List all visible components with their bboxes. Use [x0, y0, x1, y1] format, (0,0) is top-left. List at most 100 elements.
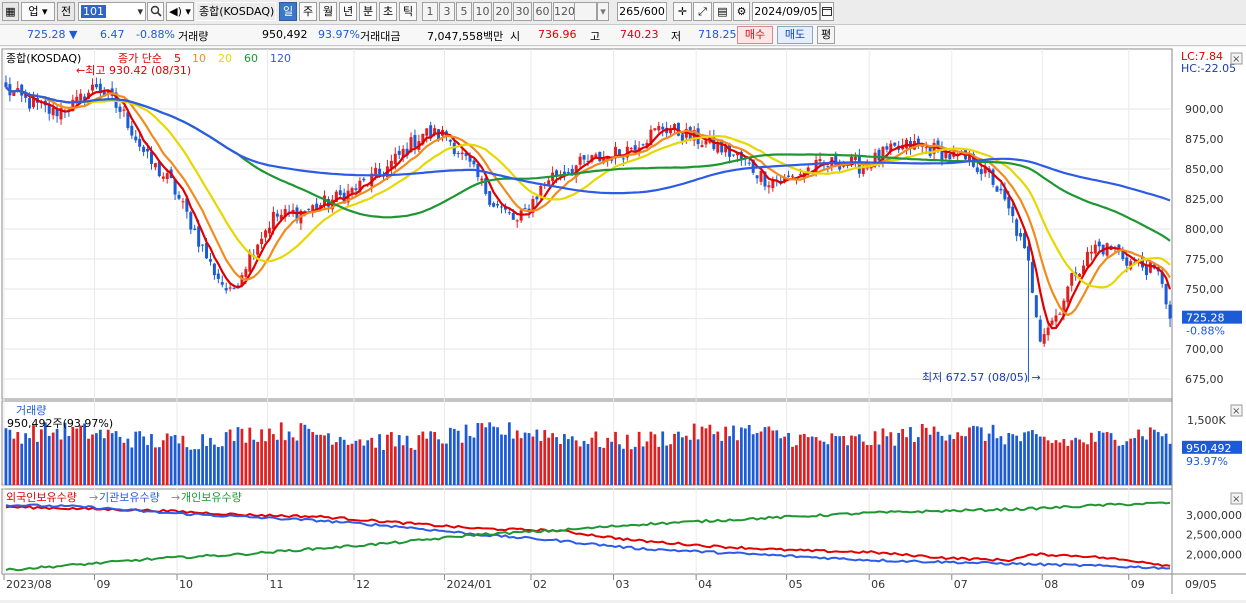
interval-tab[interactable]: 20: [493, 2, 512, 21]
volume-bar: [425, 438, 429, 485]
candle-body: [967, 154, 971, 163]
candle-body: [153, 163, 157, 168]
interval-tab[interactable]: 3: [439, 2, 455, 21]
interval-tab[interactable]: 5: [456, 2, 472, 21]
count-field[interactable]: 265/600: [617, 2, 667, 21]
volume-bar: [598, 446, 602, 485]
volume-bar: [511, 438, 515, 485]
volume-bar: [909, 427, 912, 485]
interval-dropdown-icon[interactable]: ▾: [597, 2, 609, 21]
buy-button[interactable]: 매수: [737, 26, 773, 44]
candle-body: [138, 139, 142, 147]
candle-body: [566, 171, 570, 173]
prev-button[interactable]: 전: [57, 2, 75, 21]
last-volume-label: 950,492: [1186, 442, 1232, 455]
volume-bar: [1125, 441, 1129, 485]
volume-bar: [759, 431, 763, 485]
candle-body: [834, 153, 838, 167]
candle-body: [448, 139, 452, 142]
grid-tool-icon[interactable]: ▤: [713, 2, 732, 21]
volume-bar: [405, 435, 409, 485]
date-field[interactable]: 2024/09/05: [752, 2, 820, 21]
market-select[interactable]: 업 ▾: [21, 2, 55, 21]
candle-body: [315, 203, 319, 210]
volume-bar: [59, 439, 63, 485]
period-tab[interactable]: 초: [379, 2, 397, 21]
draw-tool-icon[interactable]: ⤢: [693, 2, 712, 21]
volume-bar: [397, 435, 401, 485]
volume-pct: 93.97%: [318, 28, 360, 41]
x-tick-label: 02: [533, 578, 547, 591]
volume-bar: [1141, 436, 1144, 485]
volume-bar: [527, 433, 531, 485]
stock-chart[interactable]: 900,00 875,00 850,00 825,00 800,00 775,00 750,…: [0, 47, 1246, 600]
volume-bar: [649, 431, 653, 485]
gear-icon[interactable]: ⚙: [733, 2, 750, 21]
interval-tab[interactable]: 60: [533, 2, 552, 21]
search-icon[interactable]: [147, 2, 164, 21]
volume-bar: [197, 449, 201, 485]
chart-grid-icon[interactable]: ▦: [2, 2, 19, 21]
interval-tab[interactable]: 1: [422, 2, 438, 21]
interval-tab[interactable]: 120: [553, 2, 575, 21]
candle-body: [248, 252, 252, 272]
volume-bar: [570, 436, 574, 485]
period-tab[interactable]: 월: [319, 2, 337, 21]
volume-bar: [681, 437, 684, 485]
sell-button[interactable]: 매도: [777, 26, 813, 44]
ma-legend-20: 20: [218, 52, 232, 65]
volume-bar: [205, 445, 208, 485]
volume-bar: [960, 435, 963, 485]
volume-bar: [240, 428, 244, 485]
candle-body: [75, 96, 79, 102]
volume-bar: [130, 447, 134, 485]
candle-body: [468, 156, 472, 162]
code-input[interactable]: 101 ▾: [78, 2, 146, 21]
candle-body: [205, 242, 209, 259]
volume-bar: [55, 428, 59, 485]
candle-body: [503, 207, 507, 210]
interval-tab[interactable]: 10: [473, 2, 492, 21]
interval-tab[interactable]: 30: [513, 2, 532, 21]
volume-bar: [228, 429, 232, 485]
candle-body: [893, 142, 897, 146]
volume-bar: [1160, 436, 1164, 485]
candle-body: [629, 148, 633, 150]
candle-body: [877, 149, 881, 161]
candle-body: [405, 148, 409, 156]
candle-body: [413, 135, 417, 148]
volume-bar: [818, 440, 822, 485]
candle-body: [1030, 262, 1034, 293]
candle-body: [20, 84, 24, 96]
volume-bar: [303, 424, 307, 485]
volume-bar: [763, 427, 767, 485]
volume-bar: [877, 444, 881, 485]
candle-body: [224, 288, 228, 291]
volume-bar: [539, 440, 543, 485]
crosshair-icon[interactable]: ✛: [673, 2, 692, 21]
period-tab[interactable]: 주: [299, 2, 317, 21]
period-tab[interactable]: 년: [339, 2, 357, 21]
sound-icon[interactable]: ◀) ▾: [166, 2, 194, 21]
volume-bar: [755, 432, 759, 485]
chart-area[interactable]: 900,00 875,00 850,00 825,00 800,00 775,00 750,…: [0, 47, 1246, 600]
candle-body: [236, 285, 240, 288]
candle-body: [32, 98, 35, 108]
candle-body: [283, 208, 287, 218]
period-tab[interactable]: 일: [279, 2, 297, 21]
current-price: 725.28 ▼: [27, 28, 78, 41]
chevron-down-icon: ▾: [137, 5, 143, 18]
ma-legend-10: 10: [192, 52, 206, 65]
min-annotation: 최저 672.57 (08/05) →: [922, 371, 1041, 384]
volume-bar: [728, 436, 731, 485]
volume-bar: [24, 433, 28, 485]
period-tab[interactable]: 틱: [399, 2, 417, 21]
eval-button[interactable]: 평: [817, 26, 835, 44]
volume-bar: [134, 431, 138, 485]
candle-body: [98, 83, 102, 93]
period-tab[interactable]: 분: [359, 2, 377, 21]
volume-bar: [897, 432, 901, 485]
calendar-icon[interactable]: [820, 2, 834, 21]
x-tick-label: 06: [871, 578, 885, 591]
volume-bar: [327, 433, 330, 485]
